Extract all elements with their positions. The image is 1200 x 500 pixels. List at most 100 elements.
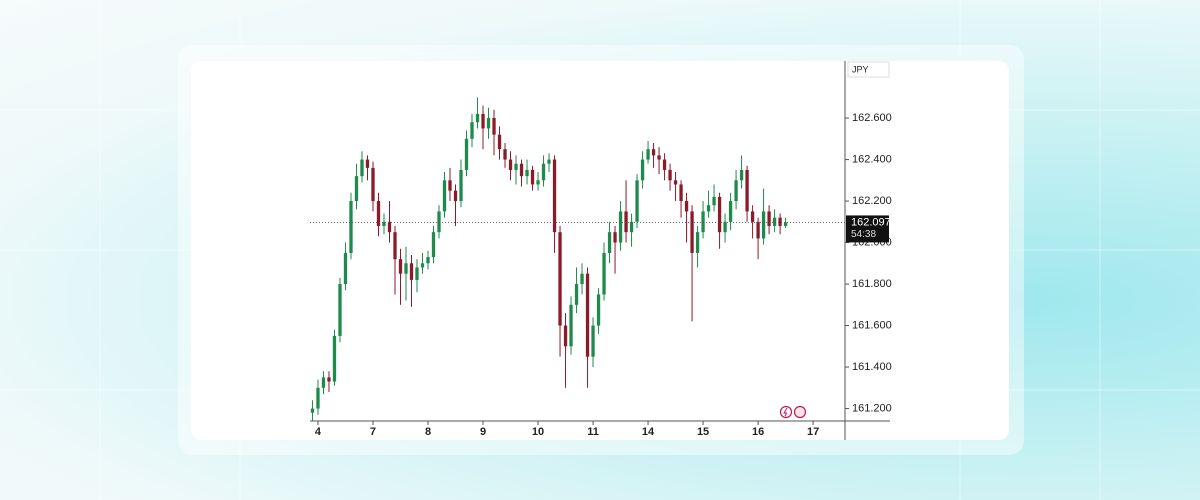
candle-body [310, 408, 315, 413]
x-tick-label: 7 [370, 426, 376, 438]
candle-body [497, 134, 502, 150]
candle-body [409, 263, 414, 280]
candle-body [580, 273, 584, 285]
candle-body [393, 232, 397, 260]
candle-body [701, 211, 705, 233]
candle-body [679, 184, 683, 202]
candle-body [382, 221, 386, 226]
candle-body [668, 169, 672, 181]
candle-body [596, 294, 601, 326]
candle-body [739, 169, 744, 181]
candle-body [426, 257, 430, 264]
candle-body [398, 259, 403, 274]
candle-body [607, 232, 612, 253]
candle-body [585, 273, 590, 357]
chart-card [191, 61, 1009, 440]
candle-body [745, 169, 749, 212]
icon-flash-glyph [783, 407, 788, 417]
candle-body [717, 196, 722, 233]
candle-body [316, 387, 320, 409]
candle-body [778, 217, 782, 226]
x-tick-label: 8 [425, 426, 431, 438]
candle-body [453, 190, 458, 202]
candle-body [459, 169, 463, 202]
candle-body [767, 211, 771, 226]
x-tick-label: 4 [315, 426, 322, 438]
x-tick-label: 15 [697, 426, 709, 438]
candle-body [591, 325, 595, 357]
candle-body [464, 138, 469, 170]
candle-body [442, 180, 447, 212]
y-tick-label: 162.600 [852, 112, 892, 124]
candle-body [684, 201, 689, 212]
candle-body [646, 149, 650, 160]
candle-body [343, 252, 348, 285]
candle-body [772, 217, 777, 226]
y-tick-label: 161.800 [852, 278, 892, 290]
candle-body [657, 155, 661, 160]
candle-body [695, 232, 700, 253]
x-tick-label: 14 [642, 426, 655, 438]
currency-label: JPY [852, 64, 869, 74]
icon-flag[interactable] [793, 405, 807, 419]
candle-body [574, 284, 579, 305]
candle-body [712, 196, 716, 206]
candle-body [431, 232, 436, 258]
candle-body [629, 221, 634, 233]
candle-body [349, 201, 353, 253]
candle-body [640, 159, 645, 181]
candle-body [321, 377, 326, 388]
candle-body [508, 159, 513, 170]
candle-body [327, 377, 331, 382]
candle-body [420, 263, 425, 268]
candle-body [728, 201, 733, 222]
candle-body [624, 211, 628, 233]
indicator-icons[interactable] [779, 405, 807, 419]
candle-body [519, 163, 524, 177]
candle-body [486, 118, 491, 129]
y-tick-label: 161.600 [852, 319, 892, 331]
candle-body [371, 167, 375, 202]
candle-body [338, 284, 342, 336]
candle-body [503, 149, 507, 160]
candle-body [569, 304, 573, 347]
candle-body [536, 180, 540, 185]
candle-body [470, 122, 474, 139]
y-tick-label: 162.400 [852, 153, 892, 165]
candle-body [690, 211, 694, 253]
candle-body [547, 159, 551, 164]
candle-body [530, 169, 535, 185]
y-tick-label: 161.200 [852, 402, 892, 414]
last-price-box [846, 215, 889, 243]
y-tick-label: 161.400 [852, 361, 892, 373]
candle-body [448, 180, 452, 191]
candle-body [481, 113, 485, 129]
candle-body [558, 232, 562, 326]
candle-body [387, 221, 392, 233]
candle-body [415, 267, 419, 280]
y-tick-label: 162.200 [852, 195, 892, 207]
candle-body [635, 180, 639, 222]
candle-body [734, 180, 738, 202]
x-tick-label: 17 [807, 426, 819, 438]
icon-flash[interactable] [779, 405, 793, 419]
candle-body [475, 113, 480, 123]
candle-body [761, 211, 766, 239]
last-price-label: 162.097 [851, 216, 891, 228]
candle-body [552, 159, 557, 233]
candle-body [541, 163, 546, 181]
candle-body [563, 325, 568, 347]
x-tick-label: 16 [752, 426, 764, 438]
candle-body [404, 263, 408, 274]
candle-body [613, 232, 617, 243]
candle-body [602, 252, 606, 295]
candle-body [514, 163, 518, 170]
x-tick-label: 9 [480, 426, 486, 438]
candle-body [706, 205, 711, 212]
candle-body [651, 149, 656, 156]
candle-body [673, 180, 678, 185]
currency-box [847, 61, 890, 78]
